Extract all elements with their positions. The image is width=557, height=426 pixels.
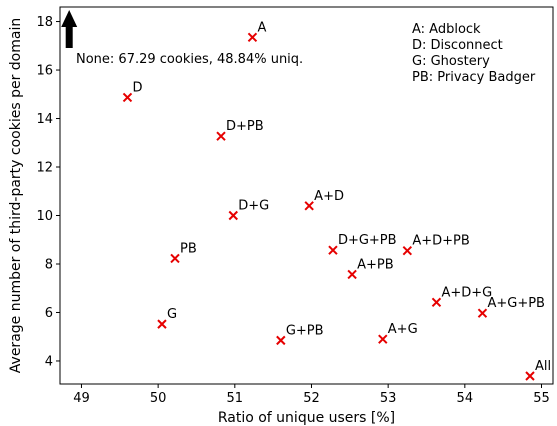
x-tick-label: 53 — [380, 391, 397, 406]
legend-entry: PB: Privacy Badger — [412, 70, 536, 85]
x-tick-label: 50 — [150, 391, 167, 406]
data-point: A+D — [304, 189, 344, 211]
y-tick-label: 16 — [36, 64, 53, 79]
point-label: A+D — [314, 189, 344, 204]
x-axis-title: Ratio of unique users [%] — [218, 410, 395, 426]
x-marker — [276, 335, 286, 346]
y-tick-label: 10 — [36, 209, 53, 224]
legend-entry: G: Ghostery — [412, 54, 490, 69]
y-tick-label: 6 — [45, 306, 53, 321]
point-label: G — [167, 307, 177, 322]
data-point: D+PB — [216, 119, 264, 141]
x-marker — [122, 92, 133, 103]
data-point: A+PB — [347, 257, 394, 280]
legend-entry: A: Adblock — [412, 22, 481, 37]
point-label: G+PB — [286, 323, 324, 338]
point-label: A+D+PB — [412, 234, 469, 249]
data-point: G+PB — [276, 323, 324, 346]
x-tick-label: 51 — [227, 391, 244, 406]
point-label: A+D+G — [441, 285, 492, 300]
data-point: D+G+PB — [328, 233, 397, 255]
data-point: A+G+PB — [477, 296, 545, 318]
point-label: D+G — [238, 199, 269, 214]
data-point: A+D+G — [431, 285, 492, 308]
data-point: A — [247, 20, 266, 43]
point-label: A+PB — [357, 257, 394, 272]
data-point: D+G — [228, 199, 269, 221]
x-marker — [216, 131, 226, 141]
x-marker — [328, 245, 338, 255]
x-marker — [247, 32, 258, 43]
x-tick-label: 54 — [457, 391, 474, 406]
data-point: All — [525, 359, 551, 381]
y-tick-label: 8 — [45, 257, 53, 272]
none-baseline-note: None: 67.29 cookies, 48.84% uniq. — [76, 52, 303, 67]
x-marker — [431, 297, 442, 308]
point-label: D+G+PB — [338, 233, 397, 248]
x-marker — [525, 371, 535, 381]
y-axis-ticks: 4 6 8 10 12 14 16 18 — [36, 15, 60, 369]
data-point: PB — [170, 241, 197, 264]
data-points: A D D+PB D+G A+D PB D+G+PB A+D+PB A+PB A+D+GA+G+P… — [122, 20, 551, 381]
data-point: G — [157, 307, 177, 329]
x-marker — [157, 319, 167, 329]
x-marker — [378, 334, 388, 344]
y-tick-label: 18 — [36, 15, 53, 30]
point-label: A+G+PB — [487, 296, 545, 311]
x-marker — [170, 253, 180, 264]
x-marker — [402, 245, 413, 256]
x-tick-label: 52 — [303, 391, 320, 406]
y-axis-title: Average number of third-party cookies pe… — [8, 18, 24, 373]
point-label: A — [257, 20, 266, 35]
plot-area-frame — [59, 6, 554, 385]
point-label: PB — [180, 241, 197, 256]
y-tick-label: 4 — [45, 354, 53, 369]
legend-entry: D: Disconnect — [412, 38, 503, 53]
up-arrow-icon — [61, 10, 78, 48]
x-marker — [477, 308, 488, 318]
data-point: A+G — [378, 322, 418, 344]
x-tick-label: 55 — [533, 391, 550, 406]
point-label: All — [535, 359, 551, 374]
data-point: D — [122, 80, 142, 103]
data-point: A+D+PB — [402, 234, 470, 256]
x-marker — [304, 201, 314, 211]
annotation-group: None: 67.29 cookies, 48.84% uniq. — [61, 10, 303, 67]
point-label: A+G — [388, 322, 418, 337]
y-tick-label: 12 — [36, 161, 53, 176]
x-marker — [228, 210, 238, 221]
x-axis-ticks: 49 50 51 52 53 54 55 — [73, 384, 550, 406]
y-tick-label: 14 — [36, 112, 53, 127]
x-marker — [347, 269, 357, 280]
x-tick-label: 49 — [73, 391, 90, 406]
point-label: D+PB — [226, 119, 264, 134]
point-label: D — [132, 80, 142, 95]
